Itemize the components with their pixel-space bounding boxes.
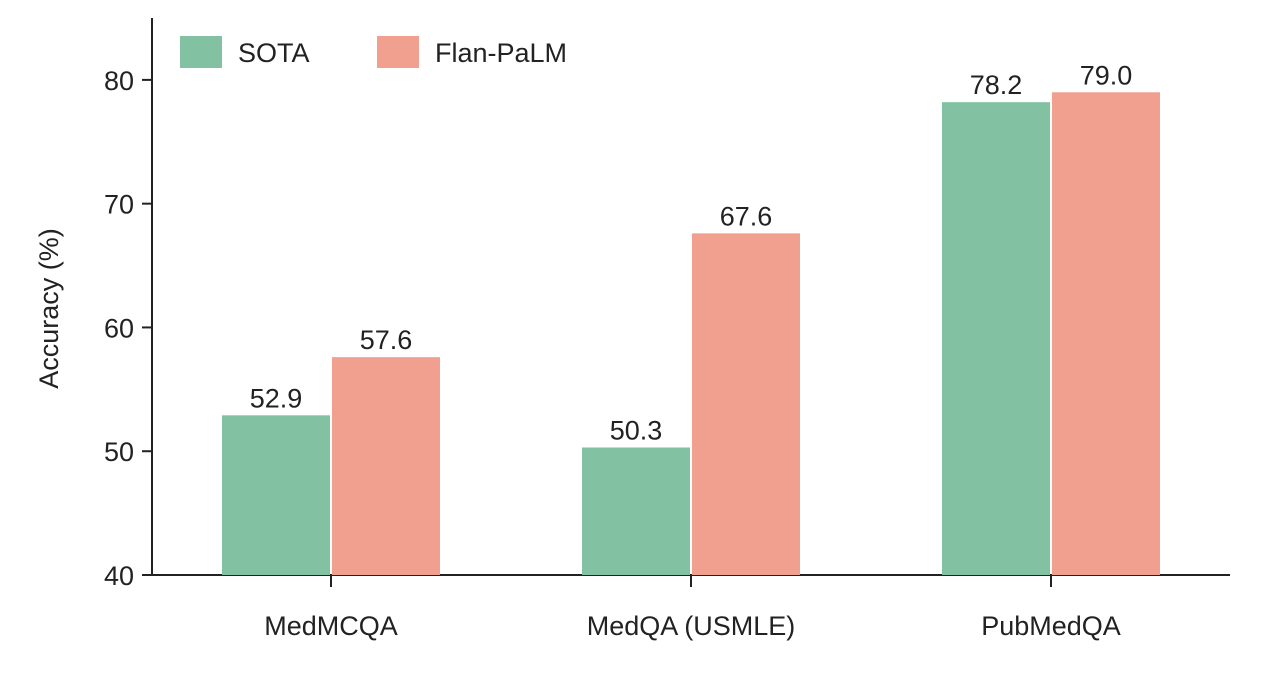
x-tick-label: MedMCQA (264, 611, 398, 641)
y-tick-label: 60 (104, 313, 134, 343)
data-label: 57.6 (360, 325, 413, 355)
data-label: 52.9 (250, 383, 303, 413)
bar-flan-palm-2 (1052, 92, 1160, 576)
y-axis-title: Accuracy (%) (34, 228, 64, 389)
x-tick-label: MedQA (USMLE) (587, 611, 796, 641)
bars (222, 92, 1160, 576)
data-label: 67.6 (720, 201, 773, 231)
y-tick-label: 50 (104, 437, 134, 467)
legend-label: Flan-PaLM (435, 38, 567, 68)
x-axis-ticks: MedMCQA MedQA (USMLE) PubMedQA (264, 575, 1121, 641)
y-tick-label: 70 (104, 190, 134, 220)
data-label: 50.3 (610, 416, 663, 446)
data-labels: 52.9 57.6 50.3 67.6 78.2 79.0 (250, 60, 1133, 445)
bar-sota-0 (222, 415, 330, 575)
bar-flan-palm-0 (332, 357, 440, 575)
bar-flan-palm-1 (692, 233, 800, 575)
legend: SOTA Flan-PaLM (180, 36, 567, 68)
bar-sota-2 (942, 102, 1050, 576)
data-label: 78.2 (970, 70, 1023, 100)
y-tick-label: 80 (104, 66, 134, 96)
y-axis-ticks: 40 50 60 70 80 (104, 66, 152, 591)
data-label: 79.0 (1080, 60, 1133, 90)
legend-swatch (377, 36, 419, 68)
legend-label: SOTA (238, 38, 310, 68)
y-tick-label: 40 (104, 561, 134, 591)
legend-swatch (180, 36, 222, 68)
bar-sota-1 (582, 447, 690, 575)
x-tick-label: PubMedQA (981, 611, 1121, 641)
